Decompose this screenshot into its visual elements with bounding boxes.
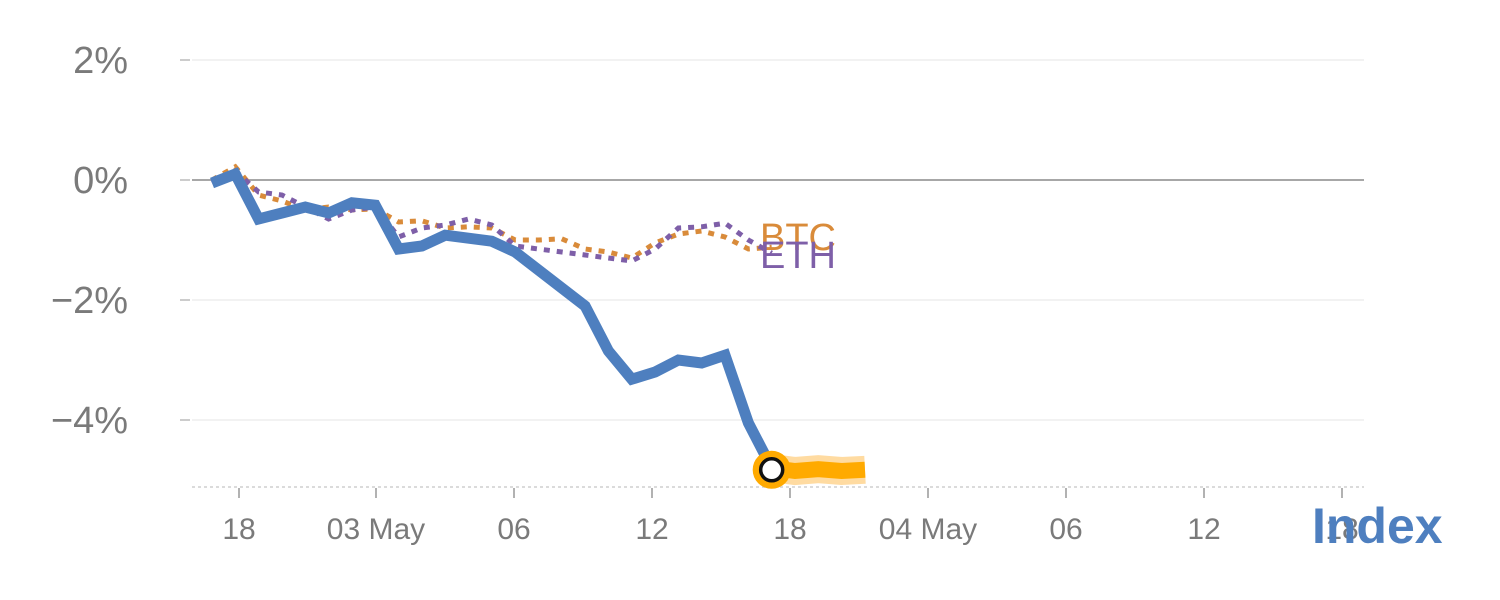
series-layer [210, 163, 866, 489]
x-tick-label: 18 [773, 513, 806, 546]
x-axis-ticks: 18 03 May 06 12 18 04 May 06 12 18 [192, 486, 1364, 546]
grid-lines [192, 59, 1364, 421]
y-tick-label: 0% [73, 160, 128, 202]
x-tick-label: 03 May [327, 513, 425, 546]
y-tick-label: 2% [73, 40, 128, 82]
x-tick-label: 18 [1325, 513, 1358, 546]
series-line-index [210, 167, 777, 471]
y-tick-label: −2% [51, 280, 128, 322]
x-tick-label: 12 [635, 513, 668, 546]
x-tick-label: 04 May [879, 513, 977, 546]
series-line-eth [210, 167, 773, 264]
x-tick-label: 12 [1187, 513, 1220, 546]
x-tick-label: 06 [1049, 513, 1082, 546]
x-tick-label: 06 [497, 513, 530, 546]
y-tick-label: −4% [51, 400, 128, 442]
x-tick-label: 18 [222, 513, 255, 546]
y-axis-ticks: 2% 0% −2% −4% [51, 40, 190, 442]
series-label-btc: BTC [760, 217, 836, 259]
series-label-index: Index [1312, 498, 1443, 554]
series-line-btc [210, 163, 772, 261]
series-label-eth: ETH [760, 235, 836, 277]
highlight-marker [758, 457, 785, 483]
